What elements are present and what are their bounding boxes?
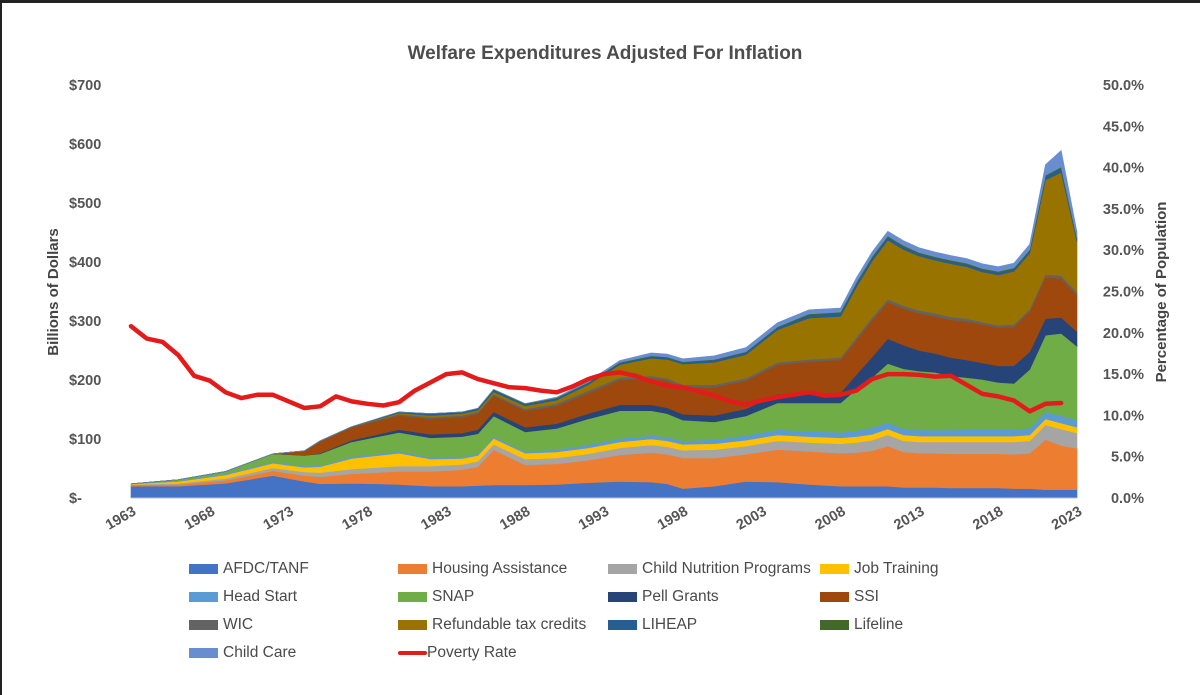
y-tick-label: $500 bbox=[69, 196, 101, 212]
area-child-care bbox=[130, 149, 1078, 485]
legend-item: LIHEAP bbox=[608, 615, 697, 635]
y2-tick-label: 5.0% bbox=[1111, 450, 1144, 466]
y-axis-title: Billions of Dollars bbox=[45, 228, 62, 356]
legend-item: SNAP bbox=[398, 587, 474, 607]
legend-item: SSI bbox=[820, 587, 879, 607]
legend-label: Pell Grants bbox=[642, 588, 719, 605]
y-tick-label: $- bbox=[69, 491, 82, 507]
legend-swatch bbox=[189, 564, 218, 574]
left-border bbox=[0, 0, 2, 695]
stacked-areas bbox=[130, 149, 1078, 499]
legend-label: Poverty Rate bbox=[427, 644, 517, 661]
legend-item: Job Training bbox=[820, 559, 938, 579]
poverty-rate-line-layer bbox=[128, 323, 1064, 414]
legend-label: Refundable tax credits bbox=[432, 616, 587, 633]
y2-tick-label: 35.0% bbox=[1103, 202, 1144, 218]
legend-swatch bbox=[820, 620, 849, 630]
y2-tick-label: 45.0% bbox=[1103, 119, 1144, 135]
legend-label: SNAP bbox=[432, 588, 475, 605]
y-tick-label: $600 bbox=[69, 137, 101, 153]
y-tick-label: $300 bbox=[69, 314, 101, 330]
y-axis-right: 0.0% 5.0% 10.0% 15.0% 20.0% 25.0% 30.0% 35.0% 40… bbox=[1103, 78, 1144, 507]
y2-axis-title: Percentage of Population bbox=[1153, 202, 1170, 383]
legend-item: Poverty Rate bbox=[398, 643, 517, 663]
legend-item: AFDC/TANF bbox=[189, 559, 309, 579]
y2-tick-label: 30.0% bbox=[1103, 243, 1144, 259]
legend-item: Pell Grants bbox=[608, 587, 719, 607]
legend-swatch bbox=[189, 592, 218, 602]
legend-label: AFDC/TANF bbox=[223, 560, 309, 577]
y-tick-label: $200 bbox=[69, 373, 101, 389]
legend-item: Child Care bbox=[189, 643, 296, 663]
legend-swatch bbox=[820, 592, 849, 602]
y2-tick-label: 25.0% bbox=[1103, 285, 1144, 301]
legend-label: Child Care bbox=[223, 644, 297, 661]
legend-item: Housing Assistance bbox=[398, 559, 567, 579]
y2-tick-label: 50.0% bbox=[1103, 78, 1144, 94]
legend-label: WIC bbox=[223, 616, 254, 633]
legend-item: Lifeline bbox=[820, 615, 903, 635]
chart-title: Welfare Expenditures Adjusted For Inflat… bbox=[408, 43, 803, 64]
y-axis-left: $- $100 $200 $300 $400 $500 $600 $700 bbox=[69, 78, 101, 507]
legend-label: Lifeline bbox=[854, 616, 904, 633]
legend-swatch bbox=[398, 564, 427, 574]
y-tick-label: $400 bbox=[69, 255, 101, 271]
legend-label: LIHEAP bbox=[642, 616, 698, 633]
legend-item: Head Start bbox=[189, 587, 297, 607]
legend-swatch bbox=[608, 592, 637, 602]
legend-swatch bbox=[608, 620, 637, 630]
legend-line-swatch bbox=[398, 651, 427, 655]
legend-label: SSI bbox=[854, 588, 879, 605]
legend-item: Child Nutrition Programs bbox=[608, 559, 811, 579]
y-tick-label: $700 bbox=[69, 78, 101, 94]
top-border bbox=[0, 0, 1200, 3]
legend-label: Child Nutrition Programs bbox=[642, 560, 811, 577]
legend-label: Housing Assistance bbox=[432, 560, 568, 577]
y2-tick-label: 20.0% bbox=[1103, 326, 1144, 342]
legend-swatch bbox=[820, 564, 849, 574]
y2-tick-label: 10.0% bbox=[1103, 408, 1144, 424]
y2-tick-label: 15.0% bbox=[1103, 367, 1144, 383]
legend-swatch bbox=[608, 564, 637, 574]
legend-item: Refundable tax credits bbox=[398, 615, 586, 635]
legend-swatch bbox=[398, 620, 427, 630]
legend-label: Job Training bbox=[854, 560, 939, 577]
legend-swatch bbox=[189, 648, 218, 658]
y2-tick-label: 0.0% bbox=[1111, 491, 1144, 507]
poverty-rate-line bbox=[128, 323, 1064, 414]
legend-swatch bbox=[398, 592, 427, 602]
legend-label: Head Start bbox=[223, 588, 298, 605]
y2-tick-label: 40.0% bbox=[1103, 161, 1144, 177]
y-tick-label: $100 bbox=[69, 432, 101, 448]
legend-swatch bbox=[189, 620, 218, 630]
legend-item: WIC bbox=[189, 615, 253, 635]
